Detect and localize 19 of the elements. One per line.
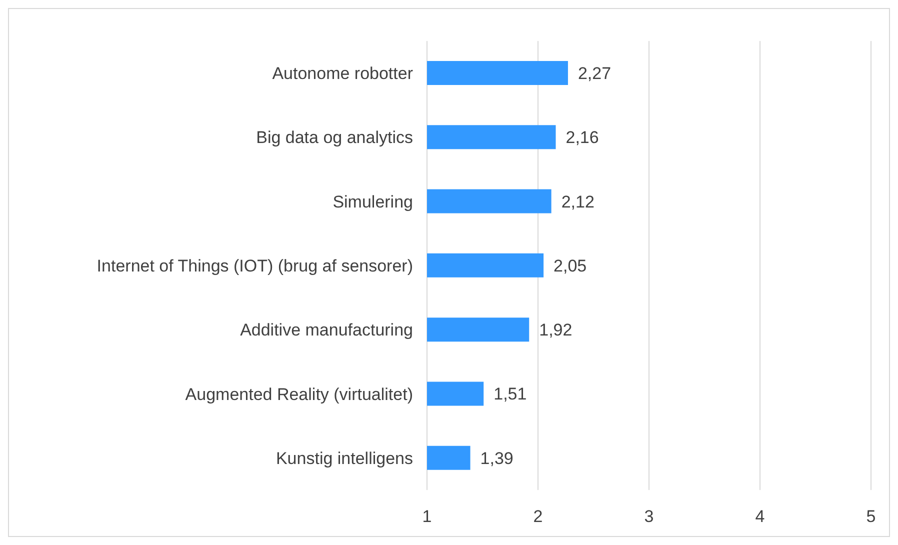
data-label: 2,27 xyxy=(578,64,612,84)
data-label: 1,39 xyxy=(480,448,514,468)
x-tick-label: 2 xyxy=(533,507,543,526)
y-tick-label: Big data og analytics xyxy=(256,128,413,148)
data-label: 2,16 xyxy=(566,128,599,148)
x-tick-label: 4 xyxy=(755,507,765,526)
data-label: 1,92 xyxy=(539,320,572,340)
x-tick-label: 1 xyxy=(422,507,432,526)
y-tick-label: Simulering xyxy=(332,192,413,212)
y-tick-label: Additive manufacturing xyxy=(240,320,413,340)
y-tick-label: Kunstig intelligens xyxy=(276,448,413,468)
y-tick-label: Autonome robotter xyxy=(272,64,414,84)
data-label: 1,51 xyxy=(494,384,527,404)
data-label: 2,12 xyxy=(561,192,594,212)
data-label: 2,05 xyxy=(554,256,587,276)
y-tick-label: Internet of Things (IOT) (brug af sensorer) xyxy=(96,256,413,276)
x-tick-label: 5 xyxy=(866,507,876,526)
y-tick-label: Augmented Reality (virtualitet) xyxy=(185,384,413,404)
x-tick-label: 3 xyxy=(644,507,654,526)
